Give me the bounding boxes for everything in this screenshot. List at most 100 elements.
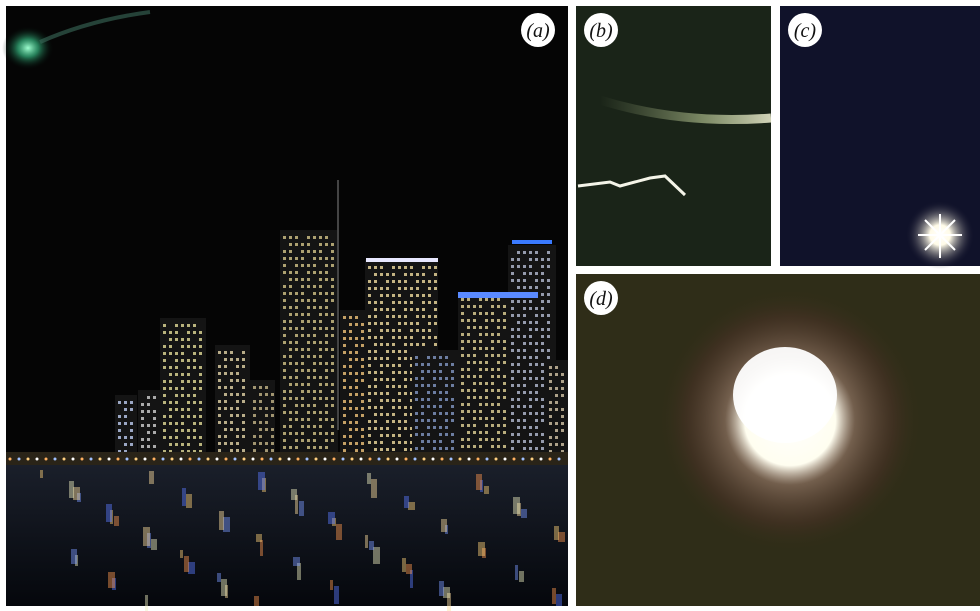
window (386, 378, 389, 381)
window (535, 328, 538, 331)
window (422, 336, 425, 339)
window (555, 387, 558, 390)
window (392, 336, 395, 339)
window (349, 407, 352, 410)
reflection (217, 573, 221, 582)
window (343, 372, 346, 375)
window (386, 343, 389, 346)
shore-light (450, 458, 453, 461)
window (325, 236, 328, 239)
window (511, 342, 514, 345)
window (503, 340, 506, 343)
window (497, 389, 500, 392)
window (428, 266, 431, 269)
window (422, 308, 425, 311)
window (511, 398, 514, 401)
window (242, 428, 245, 431)
window (295, 362, 298, 365)
window (421, 363, 424, 366)
window (541, 279, 544, 282)
window (169, 366, 172, 369)
window (301, 369, 304, 372)
window (325, 313, 328, 316)
window (421, 433, 424, 436)
window (130, 401, 133, 404)
window (410, 322, 413, 325)
window (175, 429, 178, 432)
shore-light (36, 458, 39, 461)
window (331, 362, 334, 365)
window (451, 419, 454, 422)
window (541, 314, 544, 317)
window (169, 345, 172, 348)
window (491, 389, 494, 392)
window (529, 258, 532, 261)
window (301, 250, 304, 253)
window (561, 443, 564, 446)
window (193, 422, 196, 425)
window (289, 313, 292, 316)
window (523, 321, 526, 324)
window (199, 387, 202, 390)
window (380, 441, 383, 444)
window (547, 349, 550, 352)
window (439, 391, 442, 394)
window (461, 347, 464, 350)
window (380, 406, 383, 409)
reflection (69, 481, 74, 498)
window (511, 328, 514, 331)
window (368, 315, 371, 318)
window (169, 408, 172, 411)
window (319, 362, 322, 365)
window (361, 428, 364, 431)
window (283, 264, 286, 267)
window (445, 426, 448, 429)
window (517, 405, 520, 408)
window (343, 379, 346, 382)
window (549, 380, 552, 383)
window (301, 397, 304, 400)
window (467, 389, 470, 392)
window (491, 312, 494, 315)
window (485, 389, 488, 392)
window (307, 369, 310, 372)
window (355, 421, 358, 424)
shore-light (297, 458, 300, 461)
window (349, 351, 352, 354)
window (422, 315, 425, 318)
window (404, 420, 407, 423)
panel-a: (a) (2, 6, 568, 611)
window (374, 441, 377, 444)
shore-light (279, 458, 282, 461)
window (535, 314, 538, 317)
window (319, 411, 322, 414)
window (289, 341, 292, 344)
window (386, 420, 389, 423)
window (283, 292, 286, 295)
window (392, 434, 395, 437)
reflection (186, 494, 192, 508)
window (549, 443, 552, 446)
shore-light (162, 458, 165, 461)
window (218, 414, 221, 417)
window (224, 400, 227, 403)
window (301, 264, 304, 267)
reflection (373, 547, 380, 564)
window (355, 351, 358, 354)
window (199, 338, 202, 341)
window (473, 319, 476, 322)
window (295, 411, 298, 414)
window (410, 336, 413, 339)
window (193, 366, 196, 369)
window (242, 414, 245, 417)
window (523, 447, 526, 450)
window (230, 414, 233, 417)
window (175, 366, 178, 369)
window (124, 415, 127, 418)
window (361, 400, 364, 403)
window (398, 399, 401, 402)
window (187, 331, 190, 334)
window (392, 399, 395, 402)
window (289, 250, 292, 253)
window (224, 351, 227, 354)
